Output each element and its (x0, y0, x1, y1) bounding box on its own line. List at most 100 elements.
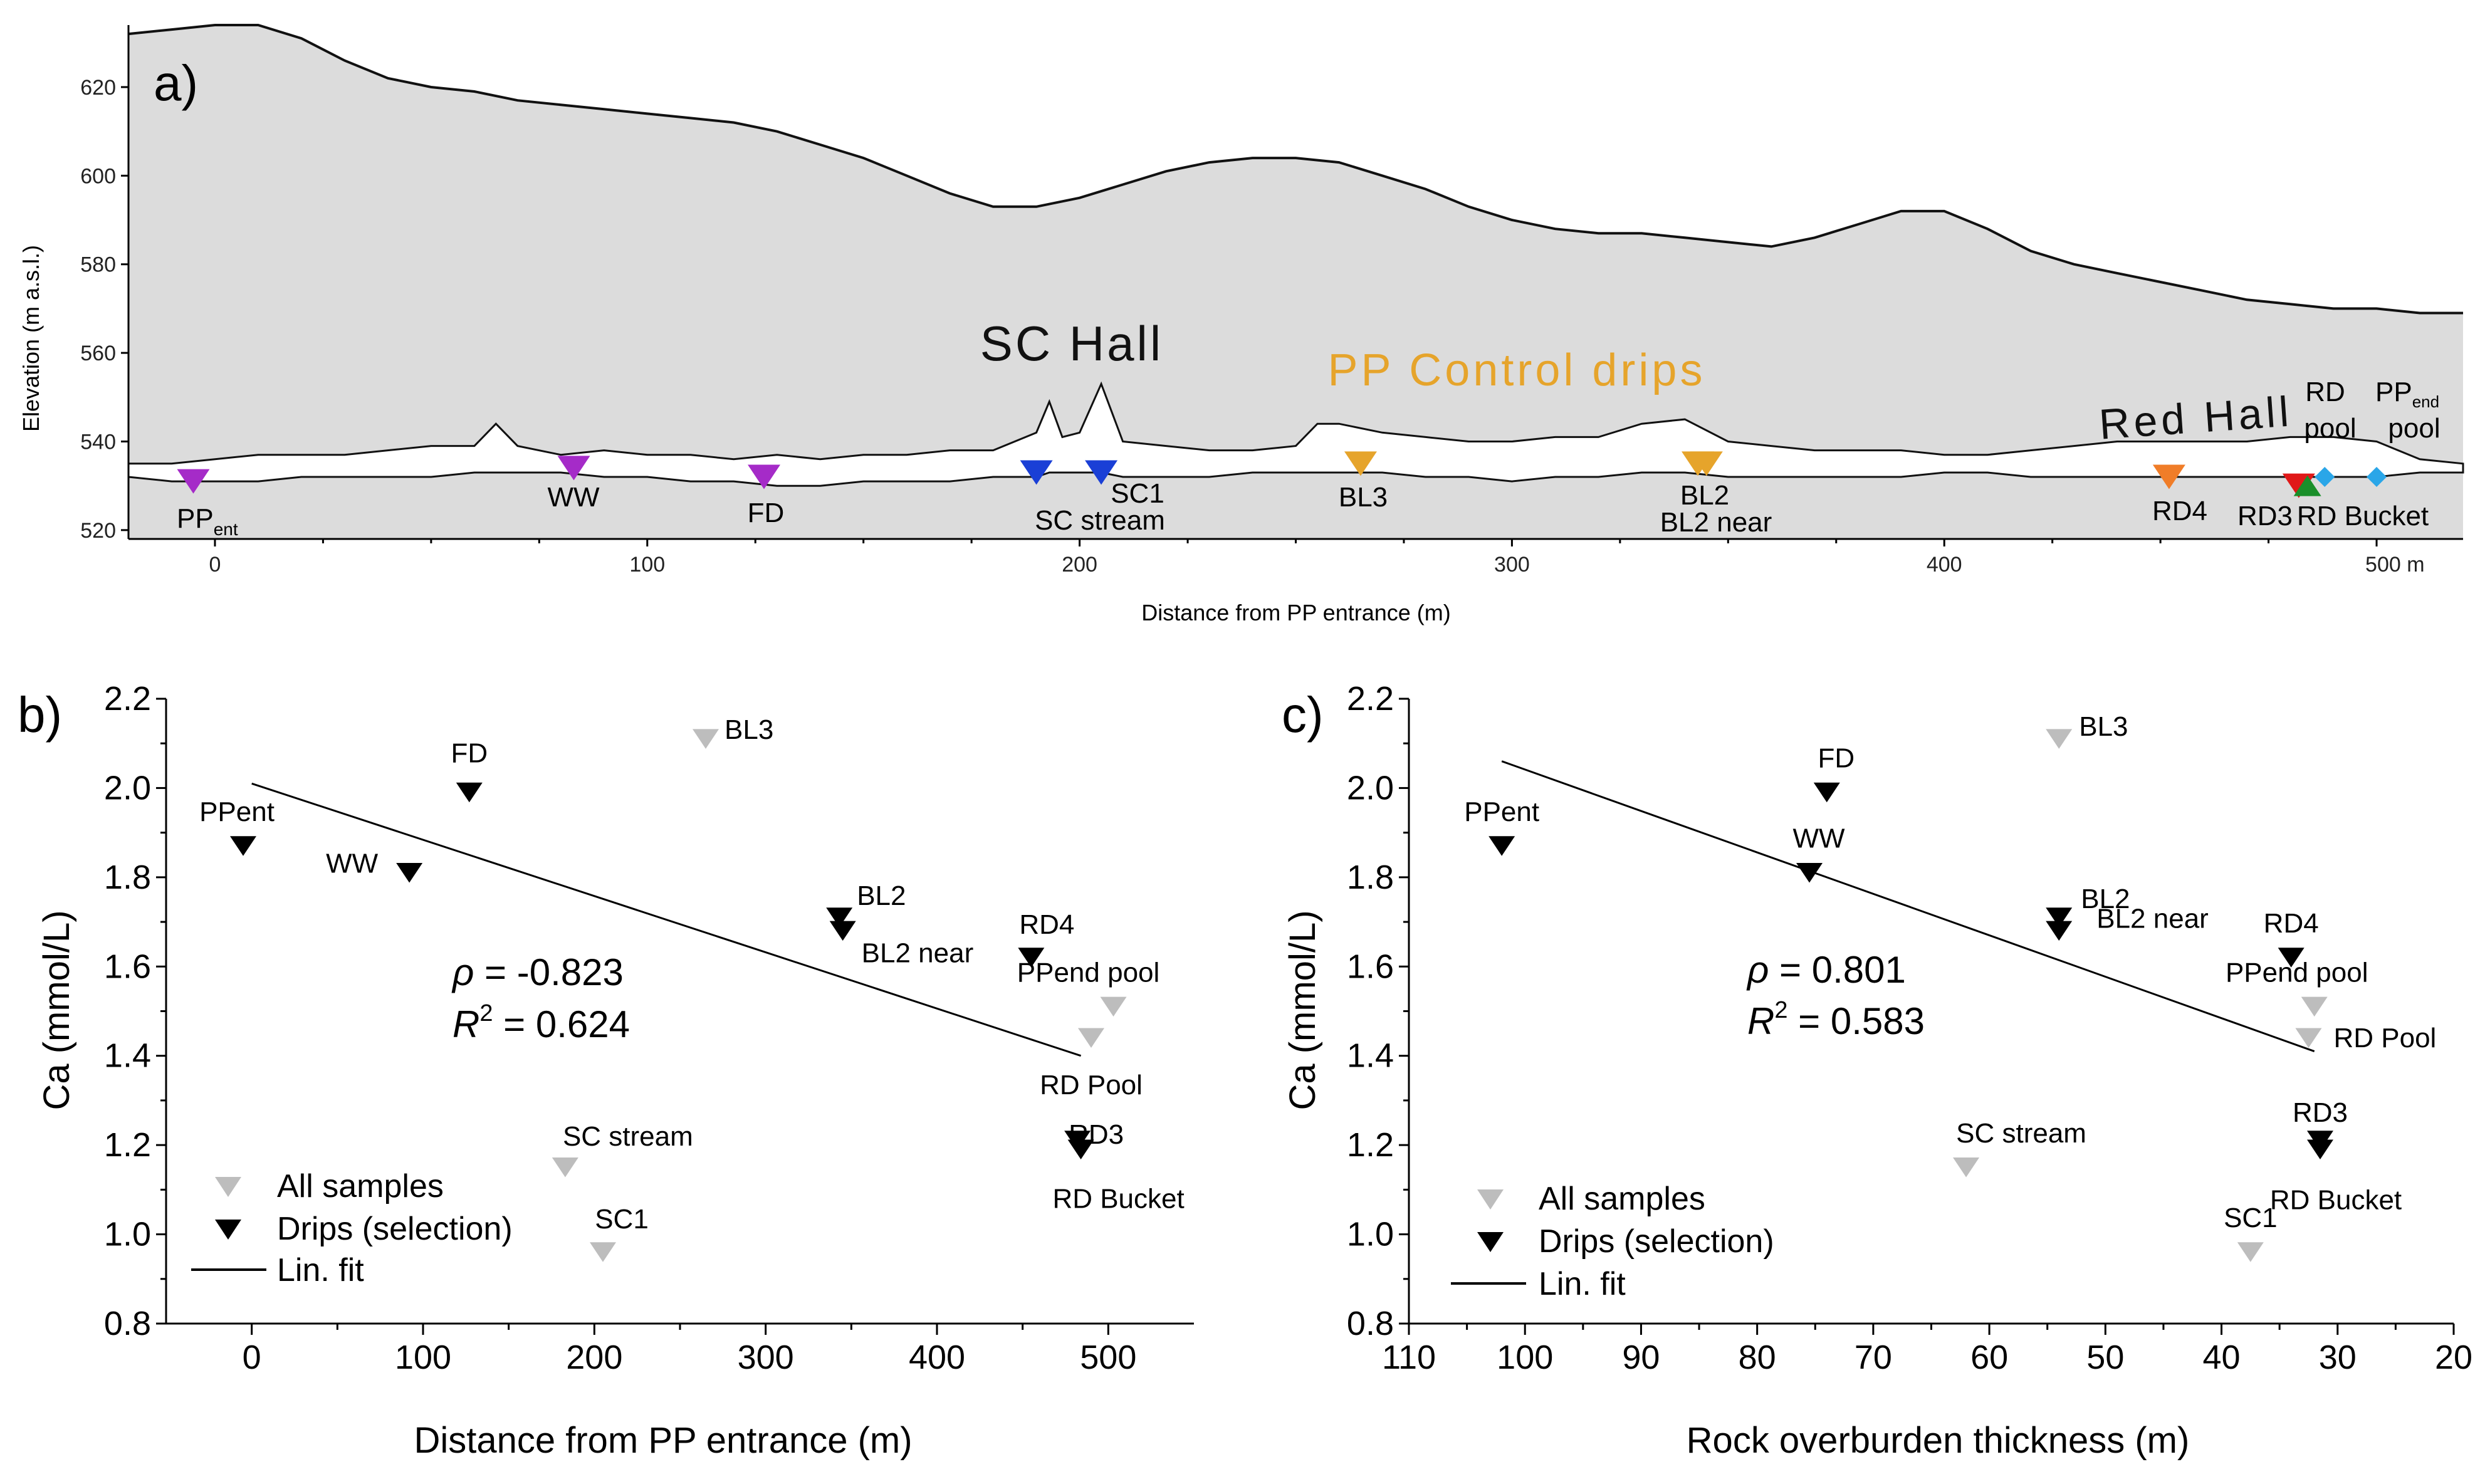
y-tick-label: 1.0 (1347, 1216, 1394, 1253)
drip-point-rd-bucket (2306, 1139, 2333, 1160)
point-label-bl2: BL2 (2081, 884, 2130, 914)
y-tick-label: 1.8 (1347, 859, 1394, 896)
drip-point-bl2 (826, 907, 853, 927)
point-label-ppent: PPent (199, 797, 275, 827)
x-tick-label: 50 (2086, 1339, 2124, 1376)
panel-c-xlabel: Rock overburden thickness (m) (1687, 1420, 2190, 1461)
y-tick-label: 2.0 (104, 769, 151, 807)
x-tick-label: 40 (2203, 1339, 2241, 1376)
site-label-rd4: RD4 (2152, 496, 2207, 526)
point-label-sc-stream: SC stream (563, 1121, 693, 1152)
x-tick-label: 300 (1494, 553, 1530, 577)
point-label-fd: FD (451, 738, 488, 769)
site-marker-ppent (177, 469, 210, 494)
panel-c-points: BL3 PPend pool RD Pool SC stream SC1 PPent WW F… (1464, 711, 2436, 1262)
all-sample-point-ppend-pool (2301, 996, 2328, 1017)
cave-passage (127, 381, 2464, 487)
rock-overburden-area (128, 25, 2463, 539)
point-label-bl3: BL3 (2079, 711, 2128, 742)
panel-c-r2: R2 = 0.583 (1747, 997, 1925, 1042)
site-marker-rd-pool (2315, 467, 2335, 488)
point-label-bl2-near: BL2 near (2096, 903, 2209, 934)
x-tick-label: 0 (209, 553, 221, 577)
y-tick-label: 560 (80, 342, 116, 365)
panel-a-site-markers (177, 451, 2387, 498)
drip-point-fd (456, 782, 483, 803)
drip-point-fd (1813, 782, 1840, 803)
legend-drips: Drips (selection) (1539, 1223, 1774, 1260)
sc-hall-label: SC Hall (980, 316, 1163, 371)
y-tick-label: 1.6 (1347, 948, 1394, 985)
panel-b-ylabel: Ca (mmol/L) (36, 910, 77, 1110)
site-label-bl3: BL3 (1339, 482, 1388, 513)
x-tick-label: 60 (1970, 1339, 2008, 1376)
point-label-sc-stream: SC stream (1956, 1118, 2086, 1149)
x-tick-label: 0 (243, 1339, 261, 1376)
site-label-ppend: PPend (2375, 377, 2439, 411)
legend-drips: Drips (selection) (277, 1211, 513, 1247)
site-marker-ppendpool (2367, 467, 2387, 488)
site-label-rd-pool-2: pool (2304, 413, 2356, 444)
panel-b-axes: 0.8 1.0 1.2 1.4 1.6 1.8 2.0 2.2 0 100 200 300 400 500 (104, 680, 1194, 1376)
legend-all-samples: All samples (277, 1168, 444, 1204)
y-tick-label: 0.8 (104, 1305, 151, 1342)
legend-fit: Lin. fit (277, 1252, 364, 1288)
site-label-ppent: PPent (177, 503, 238, 539)
y-tick-label: 620 (80, 76, 116, 100)
site-marker-sc1 (1085, 460, 1118, 485)
site-label-sc1: SC1 (1111, 478, 1164, 509)
x-tick-label: 110 (1382, 1339, 1436, 1376)
y-tick-label: 1.4 (104, 1037, 151, 1075)
y-tick-label: 1.4 (1347, 1037, 1394, 1075)
panel-b-legend: All samples Drips (selection) Lin. fit (191, 1168, 513, 1288)
y-tick-label: 1.8 (104, 859, 151, 896)
all-sample-point-sc1 (590, 1242, 616, 1262)
site-marker-rd4 (2152, 464, 2185, 489)
y-tick-label: 1.6 (104, 948, 151, 985)
point-label-sc1: SC1 (595, 1204, 649, 1235)
drip-point-bl2-near (829, 921, 856, 941)
site-label-rd-bucket: RD Bucket (2297, 501, 2429, 531)
site-marker-ww (557, 456, 590, 481)
x-tick-label: 400 (909, 1339, 965, 1376)
panel-b-label: b) (18, 687, 62, 743)
panel-c-rho: ρ = 0.801 (1746, 949, 1906, 991)
all-sample-point-bl3 (693, 729, 719, 749)
site-marker-rd-bucket (2293, 475, 2321, 496)
all-sample-point-rd-pool (2295, 1028, 2322, 1048)
site-marker-bl3 (1344, 451, 1377, 476)
drip-point-bl2 (2046, 907, 2073, 927)
x-tick-label: 70 (1855, 1339, 1892, 1376)
x-tick-label: 80 (1739, 1339, 1776, 1376)
point-label-rd-bucket: RD Bucket (2270, 1184, 2402, 1215)
point-label-rd3: RD3 (2293, 1097, 2348, 1128)
panel-c-axes: 0.8 1.0 1.2 1.4 1.6 1.8 2.0 2.2 110 100 90 80 70 60 50… (1347, 680, 2472, 1376)
point-label-rd4: RD4 (1019, 909, 1074, 940)
site-label-ww: WW (547, 482, 600, 513)
panel-a-ylabel: Elevation (m a.s.l.) (18, 245, 44, 432)
panel-a-xlabel: Distance from PP entrance (m) (1141, 600, 1451, 625)
y-tick-label: 1.2 (1347, 1126, 1394, 1164)
site-marker-fd (748, 464, 781, 489)
y-tick-label: 600 (80, 164, 116, 188)
point-label-ppend-pool: PPend pool (2226, 957, 2368, 988)
y-tick-label: 1.0 (104, 1216, 151, 1253)
x-tick-label: 100 (1497, 1339, 1553, 1376)
x-tick-label: 90 (1622, 1339, 1660, 1376)
point-label-bl2-near: BL2 near (862, 938, 974, 968)
x-tick-label: 20 (2435, 1339, 2472, 1376)
drip-point-rd-bucket (1067, 1139, 1094, 1160)
y-tick-label: 580 (80, 253, 116, 277)
point-label-ppend-pool: PPend pool (1017, 957, 1160, 988)
x-tick-label: 30 (2319, 1339, 2357, 1376)
panel-a-label: a) (154, 55, 198, 111)
point-label-rd-pool: RD Pool (1040, 1070, 1143, 1100)
x-tick-label: 400 (1927, 553, 1962, 577)
legend-fit: Lin. fit (1539, 1266, 1626, 1302)
site-label-bl2: BL2 (1680, 480, 1729, 511)
x-tick-label: 100 (629, 553, 665, 577)
y-tick-label: 2.2 (104, 680, 151, 718)
point-label-bl3: BL3 (725, 714, 773, 745)
site-marker-sc-stream (1020, 460, 1053, 485)
